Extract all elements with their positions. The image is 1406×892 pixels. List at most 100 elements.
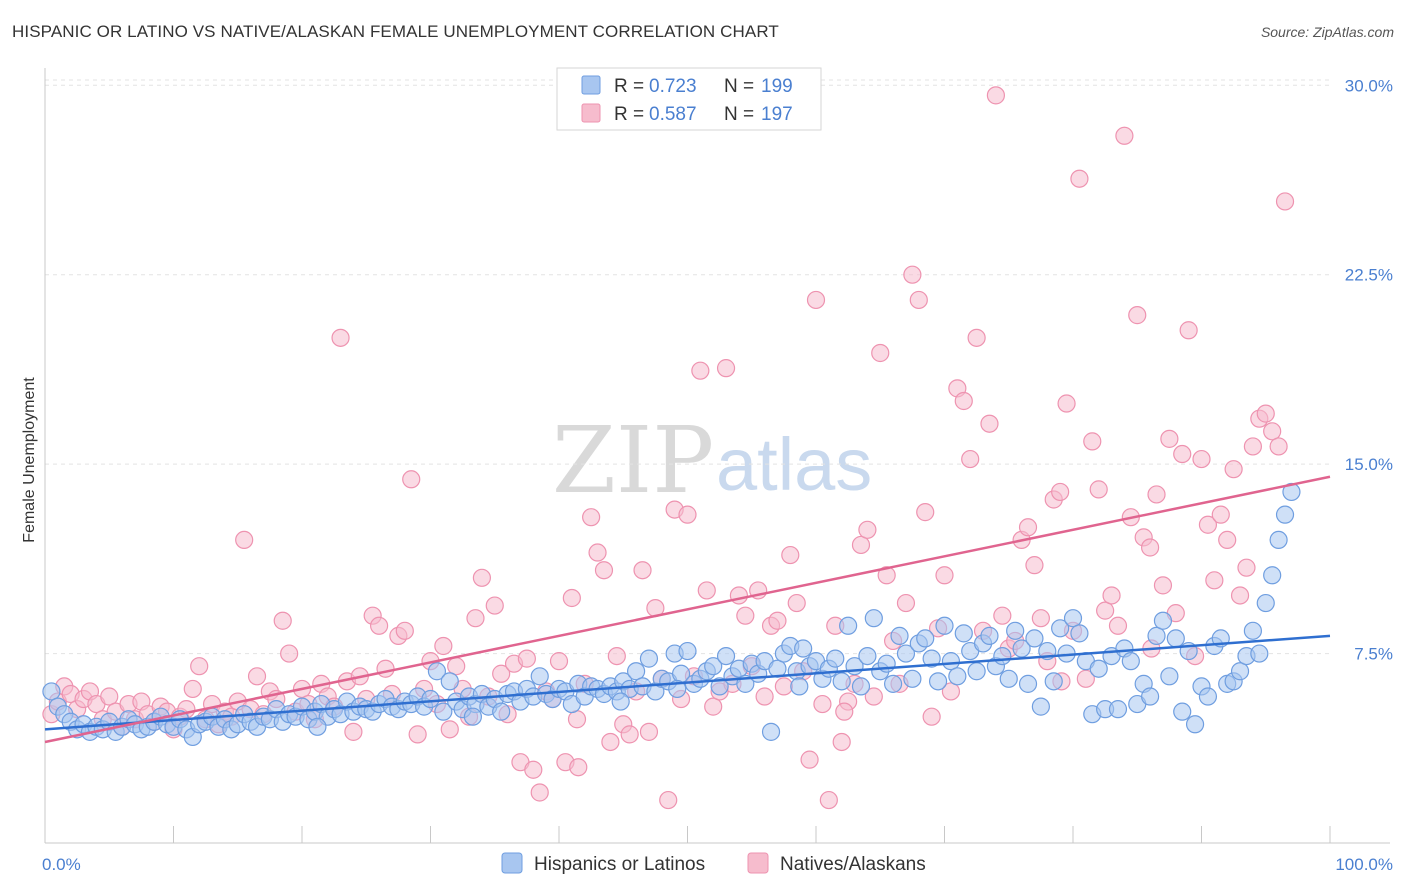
chart-title: HISPANIC OR LATINO VS NATIVE/ALASKAN FEM… — [12, 22, 779, 41]
point-natives-130 — [877, 566, 896, 585]
point-natives-61 — [434, 636, 453, 656]
point-hispanics-151 — [1012, 639, 1031, 658]
point-hispanics-117 — [794, 639, 813, 658]
point-natives-140 — [941, 682, 961, 701]
point-hispanics-134 — [903, 669, 922, 688]
legend-n-value-natives: 197 — [761, 104, 793, 125]
point-hispanics-124 — [839, 616, 858, 635]
point-natives-153 — [1025, 556, 1044, 575]
y-tick-label-0: 7.5% — [1354, 645, 1393, 664]
point-hispanics-122 — [826, 649, 845, 668]
point-natives-115 — [781, 545, 800, 565]
point-natives-120 — [813, 694, 832, 714]
point-natives-75 — [524, 760, 543, 779]
point-natives-37 — [280, 644, 299, 663]
point-hispanics-178 — [1185, 715, 1205, 734]
point-natives-161 — [1076, 669, 1095, 688]
point-natives-127 — [858, 520, 877, 539]
point-natives-184 — [1224, 460, 1243, 479]
point-natives-57 — [408, 725, 427, 744]
legend-r-value-hispanics: 0.723 — [649, 76, 697, 97]
point-natives-92 — [633, 561, 652, 580]
point-natives-23 — [190, 657, 209, 676]
point-hispanics-123 — [832, 672, 851, 691]
point-hispanics-139 — [935, 616, 954, 635]
series-natives-points — [42, 86, 1295, 810]
point-hispanics-191 — [1269, 530, 1288, 550]
bottom-legend: Hispanics or Latinos Natives/Alaskans — [501, 852, 926, 875]
point-natives-194 — [835, 702, 854, 721]
point-hispanics-62 — [440, 672, 459, 691]
bottom-legend-label-natives: Natives/Alaskans — [780, 854, 926, 875]
point-hispanics-176 — [1173, 702, 1192, 721]
point-hispanics-154 — [1031, 697, 1050, 716]
watermark-zip: ZIP — [552, 407, 714, 514]
point-hispanics-70 — [492, 702, 511, 721]
point-natives-160 — [1070, 169, 1089, 188]
point-natives-143 — [961, 449, 980, 469]
point-natives-107 — [729, 586, 749, 605]
bottom-legend-swatch-natives — [747, 852, 769, 874]
point-hispanics-132 — [890, 626, 909, 645]
point-natives-118 — [800, 750, 819, 769]
point-hispanics-173 — [1153, 611, 1173, 630]
point-hispanics-192 — [1275, 505, 1295, 524]
legend-r-label-hispanics: R = — [614, 76, 644, 97]
point-natives-62 — [440, 720, 459, 739]
point-hispanics-105 — [716, 646, 736, 666]
point-hispanics-104 — [710, 677, 729, 696]
point-natives-9 — [100, 687, 119, 706]
trend-line-natives — [44, 475, 1331, 744]
bottom-legend-swatch-hispanics — [501, 852, 523, 874]
point-natives-116 — [787, 593, 806, 613]
point-hispanics-127 — [858, 646, 877, 666]
point-hispanics-175 — [1166, 629, 1185, 648]
point-hispanics-172 — [1147, 626, 1166, 645]
legend-n-label-hispanics: N = — [724, 76, 754, 97]
point-natives-128 — [864, 687, 883, 706]
point-natives-70 — [492, 664, 511, 683]
point-hispanics-195 — [308, 717, 327, 736]
point-hispanics-148 — [993, 646, 1012, 666]
point-hispanics-138 — [928, 672, 948, 691]
point-natives-79 — [549, 652, 569, 671]
legend-box: R = 0.723 N = 199 R = 0.587 N = 197 — [556, 67, 822, 131]
point-natives-157 — [1051, 482, 1070, 502]
point-natives-52 — [376, 659, 395, 678]
point-natives-189 — [1256, 404, 1275, 423]
point-natives-56 — [402, 470, 421, 489]
point-natives-55 — [395, 621, 414, 640]
point-natives-66 — [466, 609, 485, 628]
point-hispanics-99 — [678, 641, 697, 661]
point-natives-166 — [1108, 616, 1128, 635]
point-hispanics-168 — [1121, 652, 1140, 671]
point-natives-158 — [1057, 394, 1076, 413]
point-hispanics-197 — [790, 677, 809, 696]
point-natives-45 — [331, 328, 350, 347]
point-natives-185 — [1230, 586, 1250, 605]
legend-frame — [556, 67, 822, 131]
y-tick-label-2: 22.5% — [1345, 266, 1393, 285]
point-hispanics-131 — [883, 674, 903, 693]
point-natives-76 — [530, 783, 549, 802]
point-hispanics-188 — [1250, 644, 1269, 663]
legend-n-label-natives: N = — [724, 104, 754, 125]
point-natives-162 — [1083, 432, 1102, 451]
point-hispanics-141 — [948, 667, 967, 686]
point-natives-165 — [1102, 586, 1121, 605]
point-natives-69 — [485, 596, 504, 615]
point-natives-195 — [567, 710, 587, 729]
point-hispanics-159 — [1063, 609, 1083, 628]
point-natives-182 — [1211, 505, 1230, 524]
point-hispanics-187 — [1243, 621, 1263, 640]
point-natives-126 — [851, 535, 871, 555]
point-hispanics-149 — [999, 669, 1018, 688]
point-hispanics-137 — [922, 649, 941, 668]
point-hispanics-128 — [864, 609, 883, 628]
grid-lines — [45, 79, 1330, 655]
point-natives-51 — [370, 616, 389, 635]
source-credit: Source: ZipAtlas.com — [1260, 24, 1394, 40]
point-natives-146 — [980, 414, 999, 433]
point-natives-63 — [447, 657, 466, 676]
point-natives-36 — [273, 611, 292, 630]
